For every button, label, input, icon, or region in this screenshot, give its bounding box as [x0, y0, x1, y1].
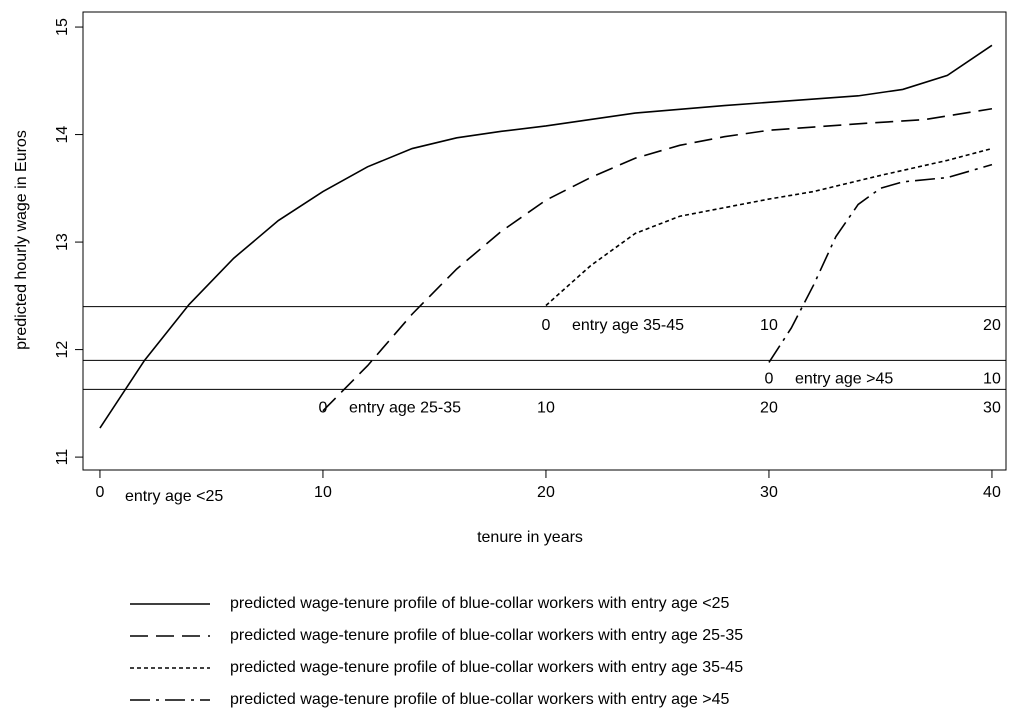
- y-tick-label: 12: [54, 341, 71, 359]
- x-tick-label: 20: [537, 484, 555, 501]
- reference-tick-label: 10: [760, 317, 778, 334]
- x-tick-label: 30: [760, 484, 778, 501]
- y-tick-label: 15: [54, 18, 71, 36]
- legend-label: predicted wage-tenure profile of blue-co…: [230, 691, 729, 708]
- x-annotation: entry age <25: [125, 488, 223, 505]
- reference-tick-label: 30: [983, 400, 1001, 417]
- reference-tick-label: 20: [983, 317, 1001, 334]
- reference-tick-label: 0: [541, 317, 550, 334]
- x-axis-title: tenure in years: [477, 529, 583, 546]
- y-tick-label: 11: [54, 449, 71, 466]
- reference-tick-label: 10: [983, 371, 1001, 388]
- y-tick-label: 13: [54, 233, 71, 251]
- series-line: [768, 163, 993, 363]
- series-line: [322, 107, 993, 412]
- reference-tick-label: 20: [760, 400, 778, 417]
- x-tick-label: 0: [95, 484, 104, 501]
- plot-frame: [82, 11, 1007, 471]
- y-axis-title: predicted hourly wage in Euros: [13, 130, 30, 350]
- series-line: [99, 44, 993, 429]
- legend-label: predicted wage-tenure profile of blue-co…: [230, 595, 729, 612]
- x-tick-label: 10: [314, 484, 332, 501]
- x-tick-label: 40: [983, 484, 1001, 501]
- reference-tick-label: 0: [764, 371, 773, 388]
- reference-axis-label: entry age 25-35: [349, 400, 461, 417]
- reference-axis-label: entry age >45: [795, 371, 893, 388]
- series-line: [545, 147, 993, 307]
- legend-label: predicted wage-tenure profile of blue-co…: [230, 627, 743, 644]
- reference-tick-label: 0: [318, 400, 327, 417]
- legend-label: predicted wage-tenure profile of blue-co…: [230, 659, 743, 676]
- reference-tick-label: 10: [537, 400, 555, 417]
- y-tick-label: 14: [54, 126, 71, 144]
- reference-axis-label: entry age 35-45: [572, 317, 684, 334]
